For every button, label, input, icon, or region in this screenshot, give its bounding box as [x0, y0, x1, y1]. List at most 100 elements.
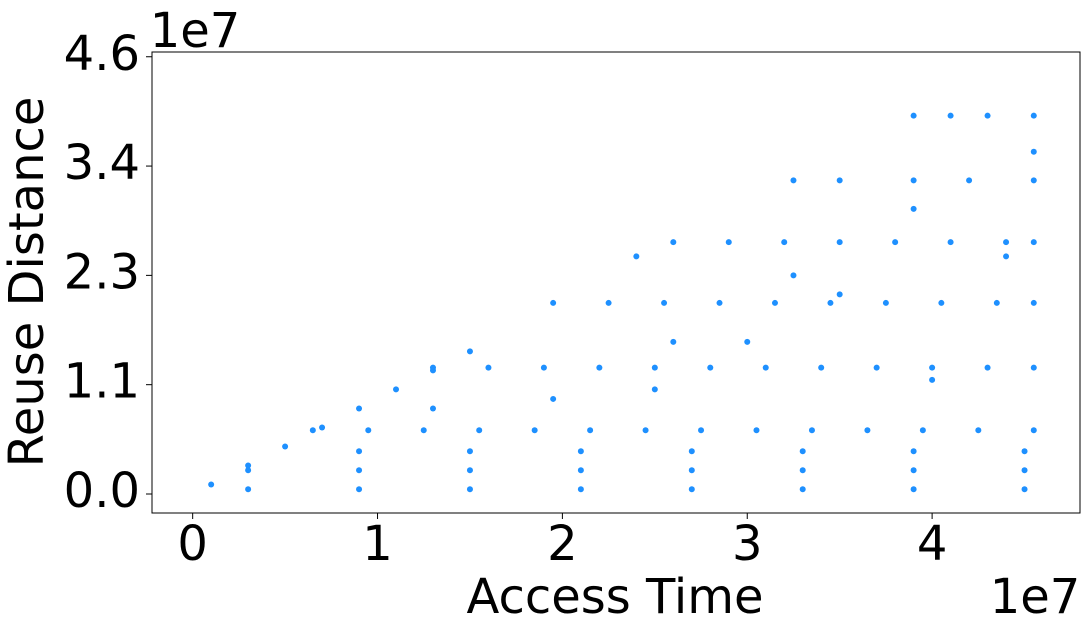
- point: [910, 467, 917, 474]
- y-tick-label: 1.1: [64, 354, 140, 410]
- point: [1030, 148, 1037, 155]
- point: [762, 364, 769, 371]
- x-tick-label: 1: [362, 516, 393, 572]
- point: [642, 427, 649, 434]
- point: [947, 239, 954, 246]
- point: [466, 467, 473, 474]
- point: [577, 486, 584, 493]
- point: [309, 427, 316, 434]
- point: [245, 467, 252, 474]
- point: [1021, 448, 1028, 455]
- point: [1030, 177, 1037, 184]
- point: [836, 291, 843, 298]
- point: [799, 448, 806, 455]
- point: [910, 205, 917, 212]
- point: [466, 348, 473, 355]
- point: [873, 364, 880, 371]
- point: [984, 364, 991, 371]
- point: [670, 239, 677, 246]
- point: [1021, 467, 1028, 474]
- point: [476, 427, 483, 434]
- y-axis-label: Reuse Distance: [0, 97, 55, 468]
- point: [725, 239, 732, 246]
- point: [651, 364, 658, 371]
- point: [688, 486, 695, 493]
- point: [799, 486, 806, 493]
- point: [661, 299, 668, 306]
- point: [966, 177, 973, 184]
- point: [947, 112, 954, 119]
- point: [319, 424, 326, 431]
- y-tick-label: 3.4: [64, 135, 140, 191]
- point: [910, 112, 917, 119]
- point: [633, 253, 640, 260]
- point: [356, 448, 363, 455]
- point: [550, 395, 557, 402]
- point: [808, 427, 815, 434]
- point: [429, 405, 436, 412]
- point: [799, 467, 806, 474]
- x-tick-label: 0: [177, 516, 208, 572]
- point: [993, 299, 1000, 306]
- point: [1030, 427, 1037, 434]
- point: [651, 386, 658, 393]
- point: [208, 481, 215, 488]
- point: [929, 376, 936, 383]
- point: [688, 448, 695, 455]
- point: [540, 364, 547, 371]
- point: [790, 272, 797, 279]
- point: [1030, 112, 1037, 119]
- point: [393, 386, 400, 393]
- point: [245, 486, 252, 493]
- point: [1030, 364, 1037, 371]
- point: [420, 427, 427, 434]
- point: [356, 467, 363, 474]
- point: [356, 405, 363, 412]
- point: [882, 299, 889, 306]
- point: [864, 427, 871, 434]
- point: [466, 448, 473, 455]
- point: [485, 364, 492, 371]
- point: [910, 177, 917, 184]
- x-tick-label: 4: [917, 516, 948, 572]
- y-tick-label: 2.3: [64, 244, 140, 300]
- point: [818, 364, 825, 371]
- point: [744, 338, 751, 345]
- y-offset-label: 1e7: [150, 3, 241, 59]
- point: [577, 448, 584, 455]
- point: [531, 427, 538, 434]
- point: [1003, 239, 1010, 246]
- point: [910, 448, 917, 455]
- point: [1030, 299, 1037, 306]
- x-axis-label: Access Time: [466, 569, 763, 625]
- point: [282, 443, 289, 450]
- point: [975, 427, 982, 434]
- point: [771, 299, 778, 306]
- point: [707, 364, 714, 371]
- point: [365, 427, 372, 434]
- point: [577, 467, 584, 474]
- point: [1003, 253, 1010, 260]
- point: [698, 427, 705, 434]
- point: [1030, 239, 1037, 246]
- point: [781, 239, 788, 246]
- point: [688, 467, 695, 474]
- point: [466, 486, 473, 493]
- point: [716, 299, 723, 306]
- point: [753, 427, 760, 434]
- point: [836, 177, 843, 184]
- point: [929, 364, 936, 371]
- point: [790, 177, 797, 184]
- point: [984, 112, 991, 119]
- x-offset-label: 1e7: [990, 569, 1081, 625]
- point: [587, 427, 594, 434]
- y-tick-label: 0.0: [64, 463, 140, 519]
- point: [827, 299, 834, 306]
- x-tick-label: 3: [732, 516, 763, 572]
- point: [892, 239, 899, 246]
- point: [356, 486, 363, 493]
- point: [670, 338, 677, 345]
- point: [910, 486, 917, 493]
- point: [596, 364, 603, 371]
